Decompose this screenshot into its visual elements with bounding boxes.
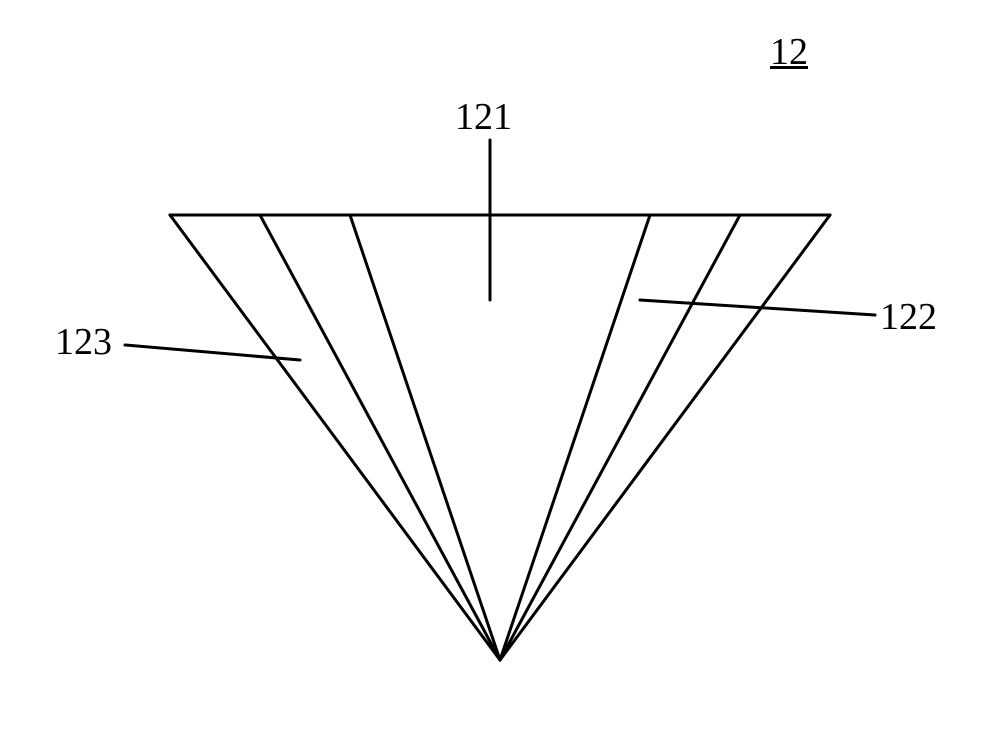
callout-label-121: 121 — [455, 95, 512, 139]
callout-label-122: 122 — [880, 295, 937, 339]
callout-label-123: 123 — [55, 320, 112, 364]
figure-number-label: 12 — [770, 30, 808, 74]
